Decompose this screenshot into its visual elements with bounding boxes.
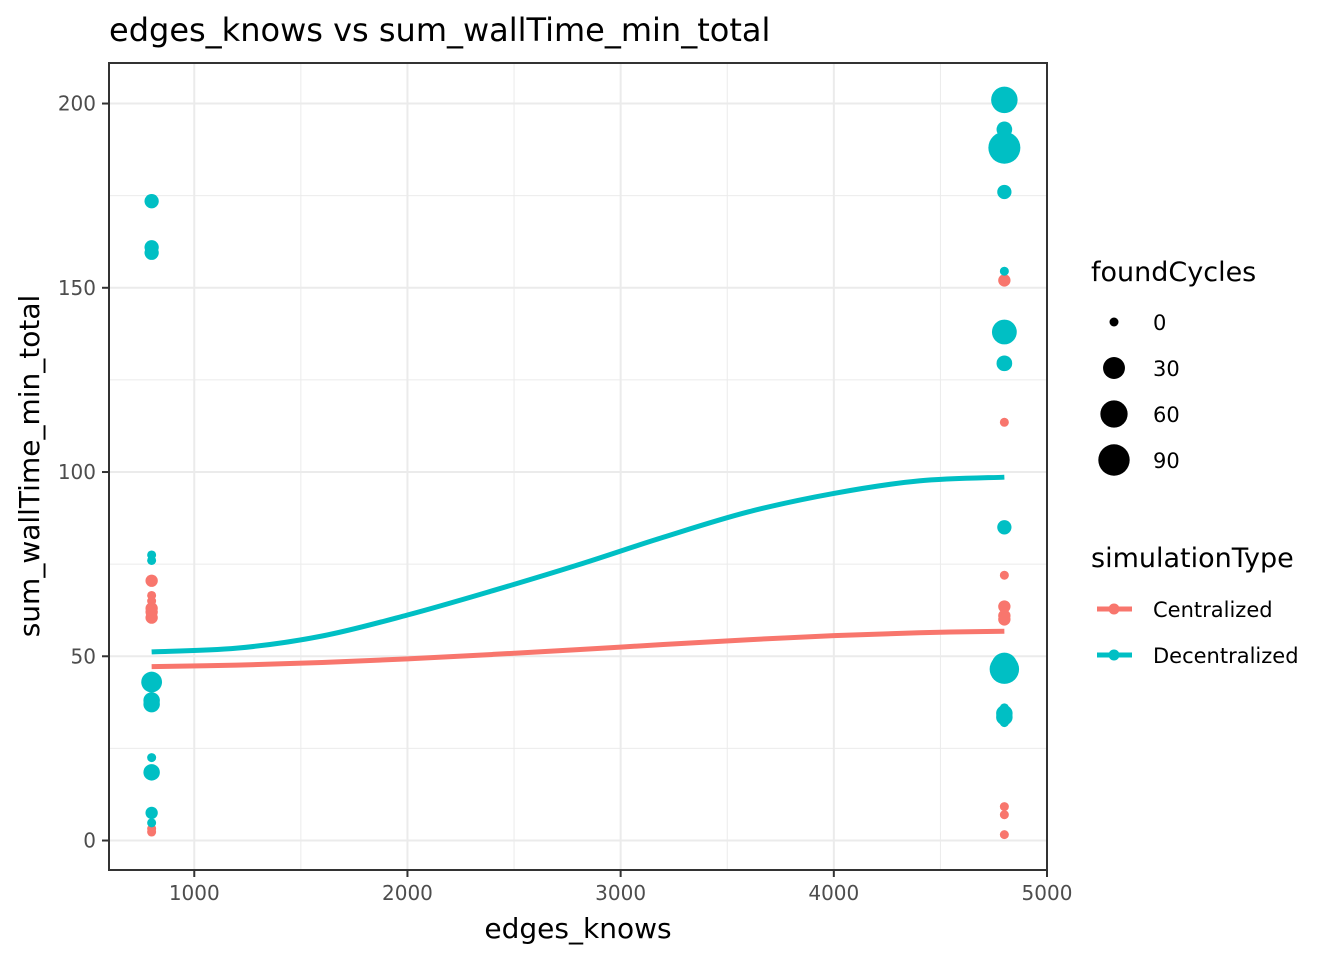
color-legend-dot (1108, 603, 1120, 615)
size-legend-key (1098, 444, 1130, 476)
data-point-decentralized (144, 245, 159, 260)
size-legend: foundCycles 0 30 60 90 (1091, 257, 1256, 476)
y-axis-title: sum_wallTime_min_total (13, 295, 46, 638)
plot-background (109, 63, 1047, 870)
color-legend-title: simulationType (1091, 543, 1294, 574)
color-legend-label: Decentralized (1153, 644, 1299, 668)
y-axis: 0 50 100 150 200 (58, 92, 109, 853)
trend-lines (151, 474, 1005, 670)
data-point-decentralized (147, 753, 157, 763)
data-point-decentralized (991, 319, 1017, 345)
data-point-centralized (999, 830, 1009, 840)
data-point-centralized (145, 574, 158, 587)
chart-title: edges_knows vs sum_wallTime_min_total (109, 11, 770, 49)
data-point-centralized (998, 600, 1011, 613)
data-point-decentralized (988, 131, 1021, 164)
data-point-decentralized (141, 671, 163, 693)
data-point-decentralized (147, 555, 157, 565)
x-tick-label: 4000 (808, 881, 859, 905)
y-tick-label: 50 (71, 644, 96, 668)
size-legend-key (1100, 400, 1128, 428)
size-legend-label: 0 (1153, 311, 1166, 335)
x-axis: 1000 2000 3000 4000 5000 (169, 870, 1073, 905)
trend-line-decentralized (151, 474, 1005, 655)
size-legend-label: 60 (1153, 403, 1180, 427)
x-tick-label: 2000 (382, 881, 433, 905)
size-legend-items: 0 30 60 90 (1098, 311, 1180, 476)
x-tick-label: 1000 (169, 881, 220, 905)
data-point-centralized (999, 417, 1009, 427)
data-point-decentralized (996, 355, 1013, 372)
data-point-centralized (999, 810, 1009, 820)
data-point-centralized (998, 274, 1011, 287)
data-point-decentralized (997, 520, 1012, 535)
y-tick-label: 0 (83, 829, 96, 853)
plot-border (108, 62, 1048, 871)
data-point-decentralized (143, 764, 160, 781)
size-legend-key (1109, 317, 1119, 327)
data-point-decentralized (147, 818, 157, 828)
data-point-decentralized (999, 266, 1009, 276)
data-point-decentralized (145, 806, 158, 820)
data-point-decentralized (999, 718, 1009, 728)
plot-panel (108, 62, 1048, 871)
size-legend-title: foundCycles (1091, 257, 1256, 288)
data-point-centralized (998, 613, 1011, 626)
color-legend-dot (1108, 649, 1120, 661)
color-legend-items: Centralized Decentralized (1097, 598, 1299, 668)
size-legend-label: 30 (1153, 357, 1180, 381)
size-legend-key (1103, 357, 1125, 379)
y-tick-label: 150 (58, 276, 96, 300)
color-legend-label: Centralized (1153, 598, 1273, 622)
data-points (141, 86, 1021, 840)
y-tick-label: 200 (58, 92, 96, 116)
trend-line-centralized (151, 628, 1005, 670)
data-point-centralized (999, 802, 1009, 812)
x-axis-title: edges_knows (484, 912, 671, 945)
data-point-decentralized (989, 654, 1020, 684)
data-point-centralized (147, 827, 157, 837)
data-point-decentralized (991, 86, 1018, 114)
x-tick-label: 3000 (595, 881, 646, 905)
size-legend-label: 90 (1153, 449, 1180, 473)
data-point-decentralized (144, 194, 159, 209)
color-legend: simulationType Centralized Decentralized (1091, 543, 1299, 668)
data-point-decentralized (143, 695, 160, 713)
data-point-centralized (999, 570, 1009, 580)
data-point-centralized (145, 611, 158, 624)
y-tick-label: 100 (58, 460, 96, 484)
x-tick-label: 5000 (1022, 881, 1073, 905)
data-point-decentralized (997, 184, 1012, 200)
